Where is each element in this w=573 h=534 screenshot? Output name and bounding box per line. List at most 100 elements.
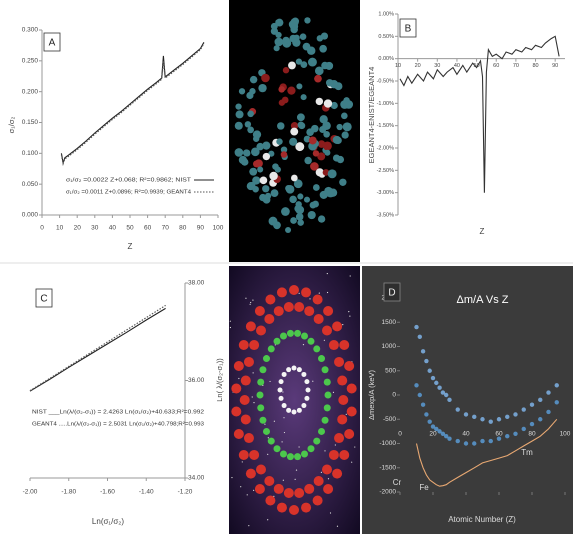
atom bbox=[262, 427, 270, 435]
star bbox=[264, 423, 266, 425]
star bbox=[229, 326, 232, 329]
data-point bbox=[529, 421, 535, 427]
atom bbox=[323, 99, 333, 108]
atom bbox=[289, 285, 299, 295]
star bbox=[302, 344, 305, 346]
atom bbox=[336, 123, 343, 131]
atom bbox=[321, 416, 329, 424]
star bbox=[294, 478, 296, 480]
data-point bbox=[417, 392, 422, 398]
y-tick-label: 36.00 bbox=[188, 377, 205, 384]
atom bbox=[314, 66, 324, 76]
data-point bbox=[488, 438, 493, 444]
atom bbox=[308, 136, 317, 145]
atom bbox=[249, 75, 258, 84]
atom bbox=[344, 361, 355, 372]
atom bbox=[334, 356, 345, 367]
atom bbox=[310, 162, 319, 171]
y-tick-label: 0.00% bbox=[378, 56, 394, 62]
atom bbox=[313, 345, 321, 353]
atom bbox=[262, 355, 270, 363]
data-point bbox=[472, 441, 477, 446]
y-tick-label: 0.200 bbox=[22, 88, 39, 95]
x-tick-label: 30 bbox=[434, 63, 440, 69]
atom bbox=[313, 314, 324, 325]
atom bbox=[258, 83, 267, 93]
atom bbox=[259, 416, 267, 424]
atom bbox=[245, 468, 256, 479]
data-point bbox=[529, 402, 535, 407]
data-point bbox=[546, 409, 551, 415]
star bbox=[336, 525, 339, 527]
atom bbox=[231, 383, 242, 394]
star bbox=[318, 292, 320, 294]
data-point bbox=[505, 434, 510, 439]
x-tick-label: 80 bbox=[532, 63, 538, 69]
star bbox=[345, 413, 347, 416]
x-tick-label: 100 bbox=[560, 431, 571, 438]
atom bbox=[254, 159, 263, 168]
y-tick-label: 0 bbox=[392, 392, 396, 399]
x-axis-label: Z bbox=[128, 242, 133, 251]
atom bbox=[307, 337, 315, 345]
panel-label-box bbox=[35, 288, 53, 308]
atom bbox=[243, 433, 254, 444]
atom bbox=[315, 168, 324, 177]
star bbox=[248, 525, 250, 527]
atom bbox=[283, 487, 294, 498]
star bbox=[283, 431, 286, 434]
x-tick-label: 0 bbox=[40, 225, 44, 232]
star bbox=[282, 391, 284, 393]
atom bbox=[320, 32, 329, 40]
atom bbox=[278, 99, 286, 106]
panel-label-box bbox=[383, 282, 401, 302]
y-tick-label: 0.050 bbox=[22, 181, 39, 188]
atom bbox=[254, 306, 265, 317]
data-point bbox=[434, 426, 439, 432]
legend-label: σ₁/σ₂ =0.0011 Z+0.0896; R²=0.9939; GEANT… bbox=[66, 189, 191, 195]
atom bbox=[307, 445, 315, 453]
atom bbox=[315, 97, 324, 106]
atom bbox=[304, 17, 311, 24]
data-point bbox=[521, 407, 526, 412]
atom bbox=[261, 73, 270, 83]
star bbox=[267, 519, 269, 521]
data-point bbox=[440, 390, 446, 395]
x-tick-label: 10 bbox=[56, 225, 64, 232]
data-point bbox=[427, 419, 432, 424]
x-tick-label: 40 bbox=[462, 431, 470, 438]
atom bbox=[323, 378, 331, 386]
atom bbox=[259, 176, 268, 185]
data-point bbox=[538, 397, 543, 403]
atom bbox=[257, 378, 265, 386]
atom bbox=[334, 433, 345, 444]
atom bbox=[323, 483, 334, 494]
atom bbox=[256, 142, 264, 151]
data-point bbox=[420, 402, 426, 407]
atom bbox=[291, 365, 297, 371]
atom bbox=[249, 167, 258, 176]
atom bbox=[289, 195, 297, 204]
atom bbox=[272, 163, 279, 170]
y-tick-label: -1000 bbox=[379, 440, 396, 447]
atom bbox=[243, 149, 251, 157]
y-tick-label: -3.00% bbox=[377, 190, 395, 196]
atom bbox=[291, 409, 297, 415]
atom bbox=[296, 113, 305, 122]
data-line bbox=[60, 42, 205, 165]
atom bbox=[262, 185, 270, 193]
atom bbox=[279, 450, 287, 458]
atom bbox=[233, 361, 244, 372]
atom bbox=[249, 340, 260, 351]
atom bbox=[275, 19, 282, 26]
data-point bbox=[447, 436, 452, 441]
atom bbox=[283, 302, 294, 313]
atom bbox=[235, 103, 242, 110]
atom bbox=[318, 355, 326, 363]
x-tick-label: 50 bbox=[126, 225, 134, 232]
data-point bbox=[521, 426, 526, 432]
star bbox=[342, 324, 344, 326]
atom bbox=[297, 193, 304, 200]
atom bbox=[321, 366, 329, 374]
atom bbox=[276, 138, 283, 145]
